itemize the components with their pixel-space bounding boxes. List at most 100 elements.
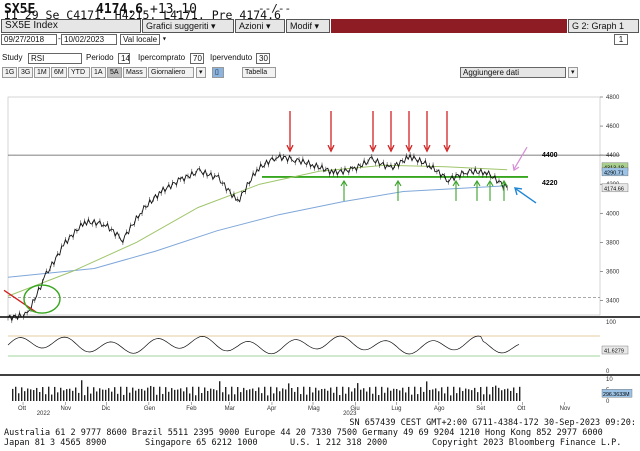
- price-tag-box: [601, 183, 629, 193]
- x-month-label: Nov: [60, 406, 71, 412]
- volume-bar: [390, 390, 392, 401]
- volume-bar: [186, 387, 188, 401]
- copyright: Copyright 2023 Bloomberg Finance L.P.: [432, 438, 622, 448]
- tab-1a[interactable]: 1A: [91, 67, 106, 78]
- contacts-us: U.S. 1 212 318 2000: [290, 438, 388, 448]
- volume-bar: [435, 388, 437, 401]
- tab-ytd[interactable]: YTD: [68, 67, 90, 78]
- volume-bar: [372, 393, 374, 401]
- red-arrow-head: [405, 144, 413, 153]
- period-input[interactable]: 14: [118, 53, 130, 64]
- tab-5a[interactable]: 5A: [107, 67, 122, 78]
- tab-6m[interactable]: 6M: [51, 67, 67, 78]
- tab-mass[interactable]: Mass: [123, 67, 147, 78]
- volume-bar: [303, 386, 305, 401]
- volume-bar: [66, 389, 68, 401]
- edit-menu[interactable]: Modif ▾: [286, 19, 330, 33]
- price-tick-label: 4800: [606, 95, 620, 101]
- volume-bar: [81, 380, 83, 401]
- volume-bar: [393, 388, 395, 401]
- volume-bar: [468, 389, 470, 401]
- security-field[interactable]: SX5E Index: [1, 19, 141, 33]
- volume-bar: [171, 388, 173, 401]
- volume-bar: [459, 387, 461, 401]
- volume-bar: [132, 387, 134, 401]
- oversold-input[interactable]: 30: [256, 53, 270, 64]
- volume-bar: [318, 390, 320, 401]
- study-row: Study RSI Periodo 14 Ipercomprato 70 Ipe…: [0, 53, 640, 65]
- x-month-label: Nov: [560, 406, 571, 412]
- start-date-input[interactable]: 09/27/2018: [1, 34, 57, 45]
- volume-bar: [192, 386, 194, 401]
- currency-select[interactable]: Val locale: [120, 34, 160, 45]
- volume-bar: [204, 387, 206, 401]
- tab-1g[interactable]: 1G: [2, 67, 17, 78]
- title-red-band: [331, 19, 567, 33]
- overbought-input[interactable]: 70: [190, 53, 204, 64]
- volume-bar: [138, 388, 140, 401]
- tab-3g[interactable]: 3G: [18, 67, 33, 78]
- volume-bar: [312, 392, 314, 401]
- price-chart[interactable]: 48004600440042004000380036003400OttNovDi…: [0, 93, 640, 417]
- support-label: 4220: [542, 180, 558, 187]
- volume-bar: [438, 391, 440, 401]
- volume-bar: [60, 387, 62, 401]
- volume-bar: [126, 386, 128, 401]
- volume-bar: [57, 392, 59, 401]
- volume-bar: [195, 395, 197, 401]
- volume-bar: [384, 392, 386, 401]
- chevron-down-icon[interactable]: ▾: [568, 67, 578, 78]
- volume-bar: [267, 395, 269, 401]
- volume-bar: [510, 390, 512, 401]
- volume-bar: [234, 394, 236, 401]
- volume-bar: [432, 389, 434, 401]
- volume-bar: [408, 386, 410, 401]
- price-tick-label: 4400: [606, 153, 620, 159]
- volume-bar: [21, 387, 23, 401]
- volume-bar: [306, 394, 308, 401]
- price-panel-frame: [7, 96, 601, 316]
- rsi-line: [7, 335, 520, 355]
- price-tick-label: 3600: [606, 269, 620, 275]
- chevron-down-icon[interactable]: ▾: [196, 67, 206, 78]
- volume-bar: [12, 388, 14, 401]
- ticker[interactable]: SX5E: [4, 2, 36, 17]
- tab-giornaliero[interactable]: Giornaliero: [148, 67, 194, 78]
- chart-area[interactable]: 48004600440042004000380036003400OttNovDi…: [0, 93, 640, 417]
- pink-arrow-head: [512, 164, 520, 172]
- chart-type-icon[interactable]: ▯: [212, 67, 224, 78]
- volume-bar: [465, 388, 467, 401]
- chevron-down-icon: ▾: [211, 21, 216, 31]
- volume-bar: [228, 394, 230, 401]
- volume-bar: [513, 387, 515, 401]
- volume-bar: [102, 389, 104, 401]
- volume-bar: [48, 386, 50, 401]
- volume-bar: [495, 385, 497, 401]
- volume-bar: [357, 383, 359, 401]
- price-tick-label: 3800: [606, 240, 620, 246]
- x-month-label: Giu: [350, 406, 359, 412]
- volume-bar: [246, 390, 248, 401]
- volume-bar: [162, 393, 164, 401]
- volume-bar: [405, 392, 407, 401]
- end-date-input[interactable]: 10/02/2023: [61, 34, 117, 45]
- table-button[interactable]: Tabella: [242, 67, 276, 78]
- add-data-button[interactable]: Aggiungere dati: [460, 67, 566, 78]
- volume-bar: [168, 391, 170, 401]
- actions-menu[interactable]: Azioni ▾: [235, 19, 285, 33]
- chevron-down-icon[interactable]: ▾: [162, 34, 167, 43]
- volume-bar: [330, 387, 332, 401]
- volume-bar: [96, 391, 98, 401]
- price-tick-label: 4600: [606, 124, 620, 130]
- volume-bar: [279, 391, 281, 401]
- study-select[interactable]: RSI: [28, 53, 82, 64]
- tab-1m[interactable]: 1M: [34, 67, 50, 78]
- blue-arrow-head: [514, 187, 523, 196]
- x-month-label: Dic: [101, 406, 110, 412]
- volume-bar: [276, 387, 278, 401]
- date-range-row: 09/27/2018 - 10/02/2023 Val locale ▾ 1: [0, 34, 640, 46]
- volume-bar: [294, 391, 296, 401]
- volume-bar: [486, 386, 488, 401]
- volume-bar: [444, 393, 446, 401]
- suggested-charts-menu[interactable]: Grafici suggeriti ▾: [142, 19, 234, 33]
